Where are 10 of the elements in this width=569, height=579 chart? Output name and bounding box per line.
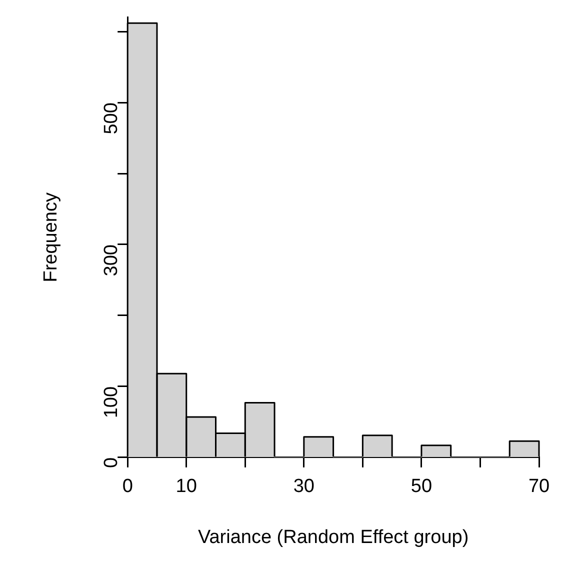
- y-tick-label: 300: [100, 244, 122, 276]
- x-tick-label: 10: [176, 476, 197, 498]
- y-tick-label: 0: [100, 457, 122, 468]
- x-tick-label: 50: [410, 476, 432, 498]
- y-axis-title: Frequency: [40, 192, 62, 282]
- y-tick-label: 100: [100, 386, 122, 418]
- x-tick-label: 30: [293, 476, 314, 498]
- x-tick-label: 70: [528, 476, 550, 498]
- y-tick-label: 500: [100, 102, 122, 134]
- x-axis-title: Variance (Random Effect group): [198, 526, 469, 548]
